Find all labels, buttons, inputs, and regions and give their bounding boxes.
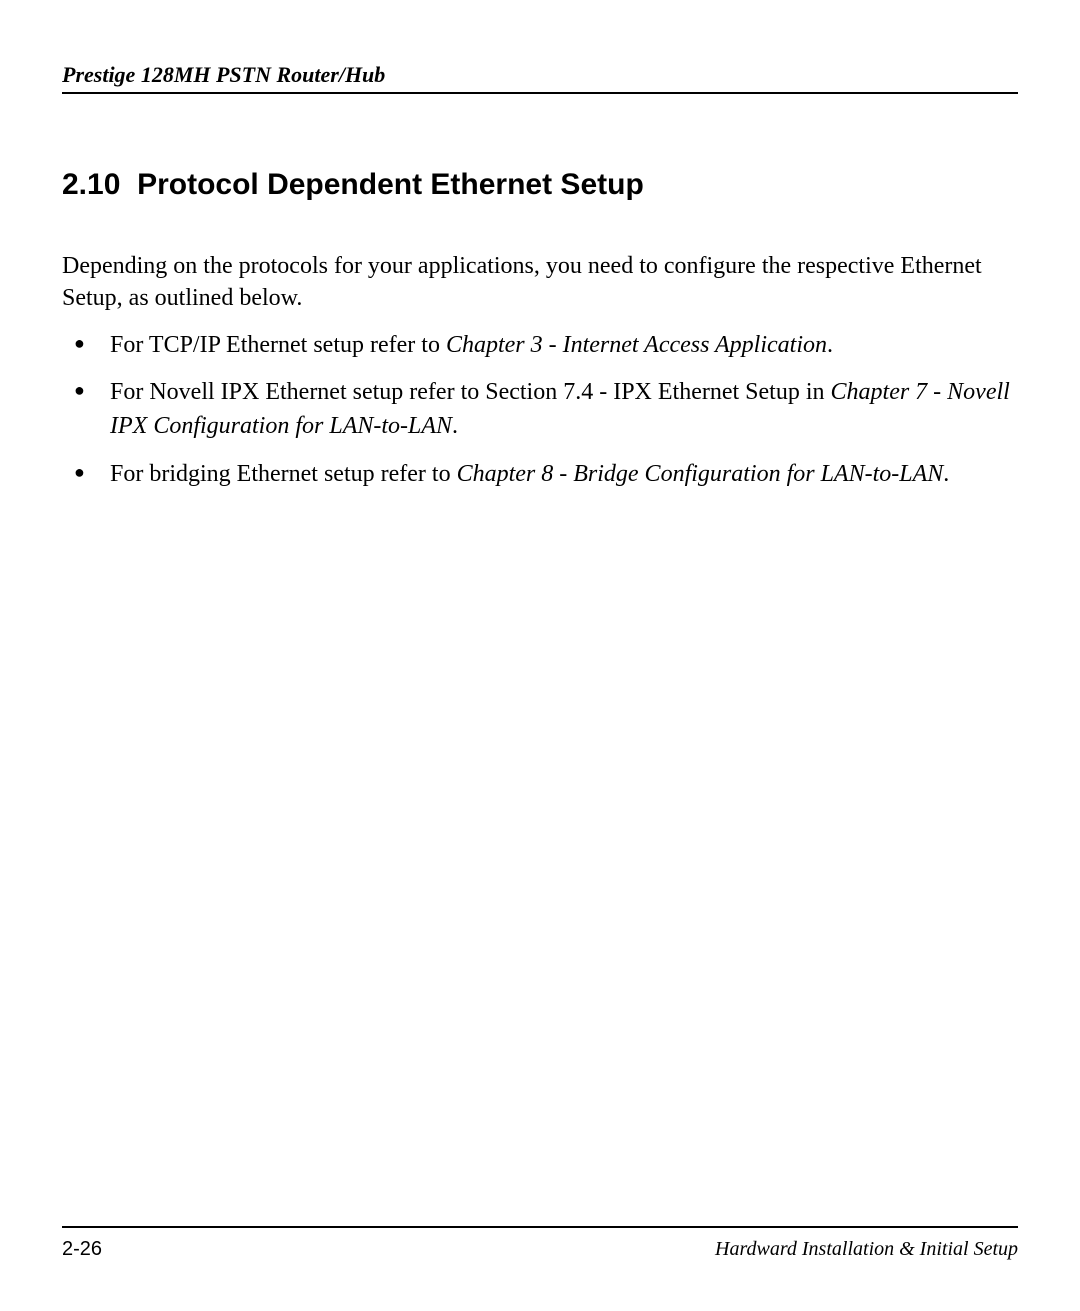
section-title: Protocol Dependent Ethernet Setup [137,168,644,201]
bullet-suffix: . [943,461,949,487]
page-header-title: Prestige 128MH PSTN Router/Hub [62,62,1018,92]
list-item: For Novell IPX Ethernet setup refer to S… [74,376,1018,443]
list-item: For TCP/IP Ethernet setup refer to Chapt… [74,329,1018,363]
bullet-list: For TCP/IP Ethernet setup refer to Chapt… [62,329,1018,491]
bullet-suffix: . [452,413,458,439]
bullet-prefix: For TCP/IP Ethernet setup refer to [110,332,446,358]
section-number: 2.10 [62,168,120,201]
page-footer: 2-26 Hardward Installation & Initial Set… [62,1226,1018,1261]
list-item: For bridging Ethernet setup refer to Cha… [74,458,1018,492]
intro-paragraph: Depending on the protocols for your appl… [62,250,1018,315]
footer-page-number: 2-26 [62,1238,102,1261]
footer-row: 2-26 Hardward Installation & Initial Set… [62,1238,1018,1261]
footer-rule [62,1226,1018,1228]
bullet-italic: Chapter 8 - Bridge Configuration for LAN… [457,461,944,487]
footer-section-name: Hardward Installation & Initial Setup [715,1238,1018,1261]
section-heading: 2.10 Protocol Dependent Ethernet Setup [62,168,1018,202]
bullet-prefix: For Novell IPX Ethernet setup refer to S… [110,379,831,405]
bullet-suffix: . [827,332,833,358]
bullet-prefix: For bridging Ethernet setup refer to [110,461,457,487]
bullet-italic: Chapter 3 - Internet Access Application [446,332,827,358]
header-rule [62,92,1018,94]
document-page: Prestige 128MH PSTN Router/Hub 2.10 Prot… [0,0,1080,1311]
